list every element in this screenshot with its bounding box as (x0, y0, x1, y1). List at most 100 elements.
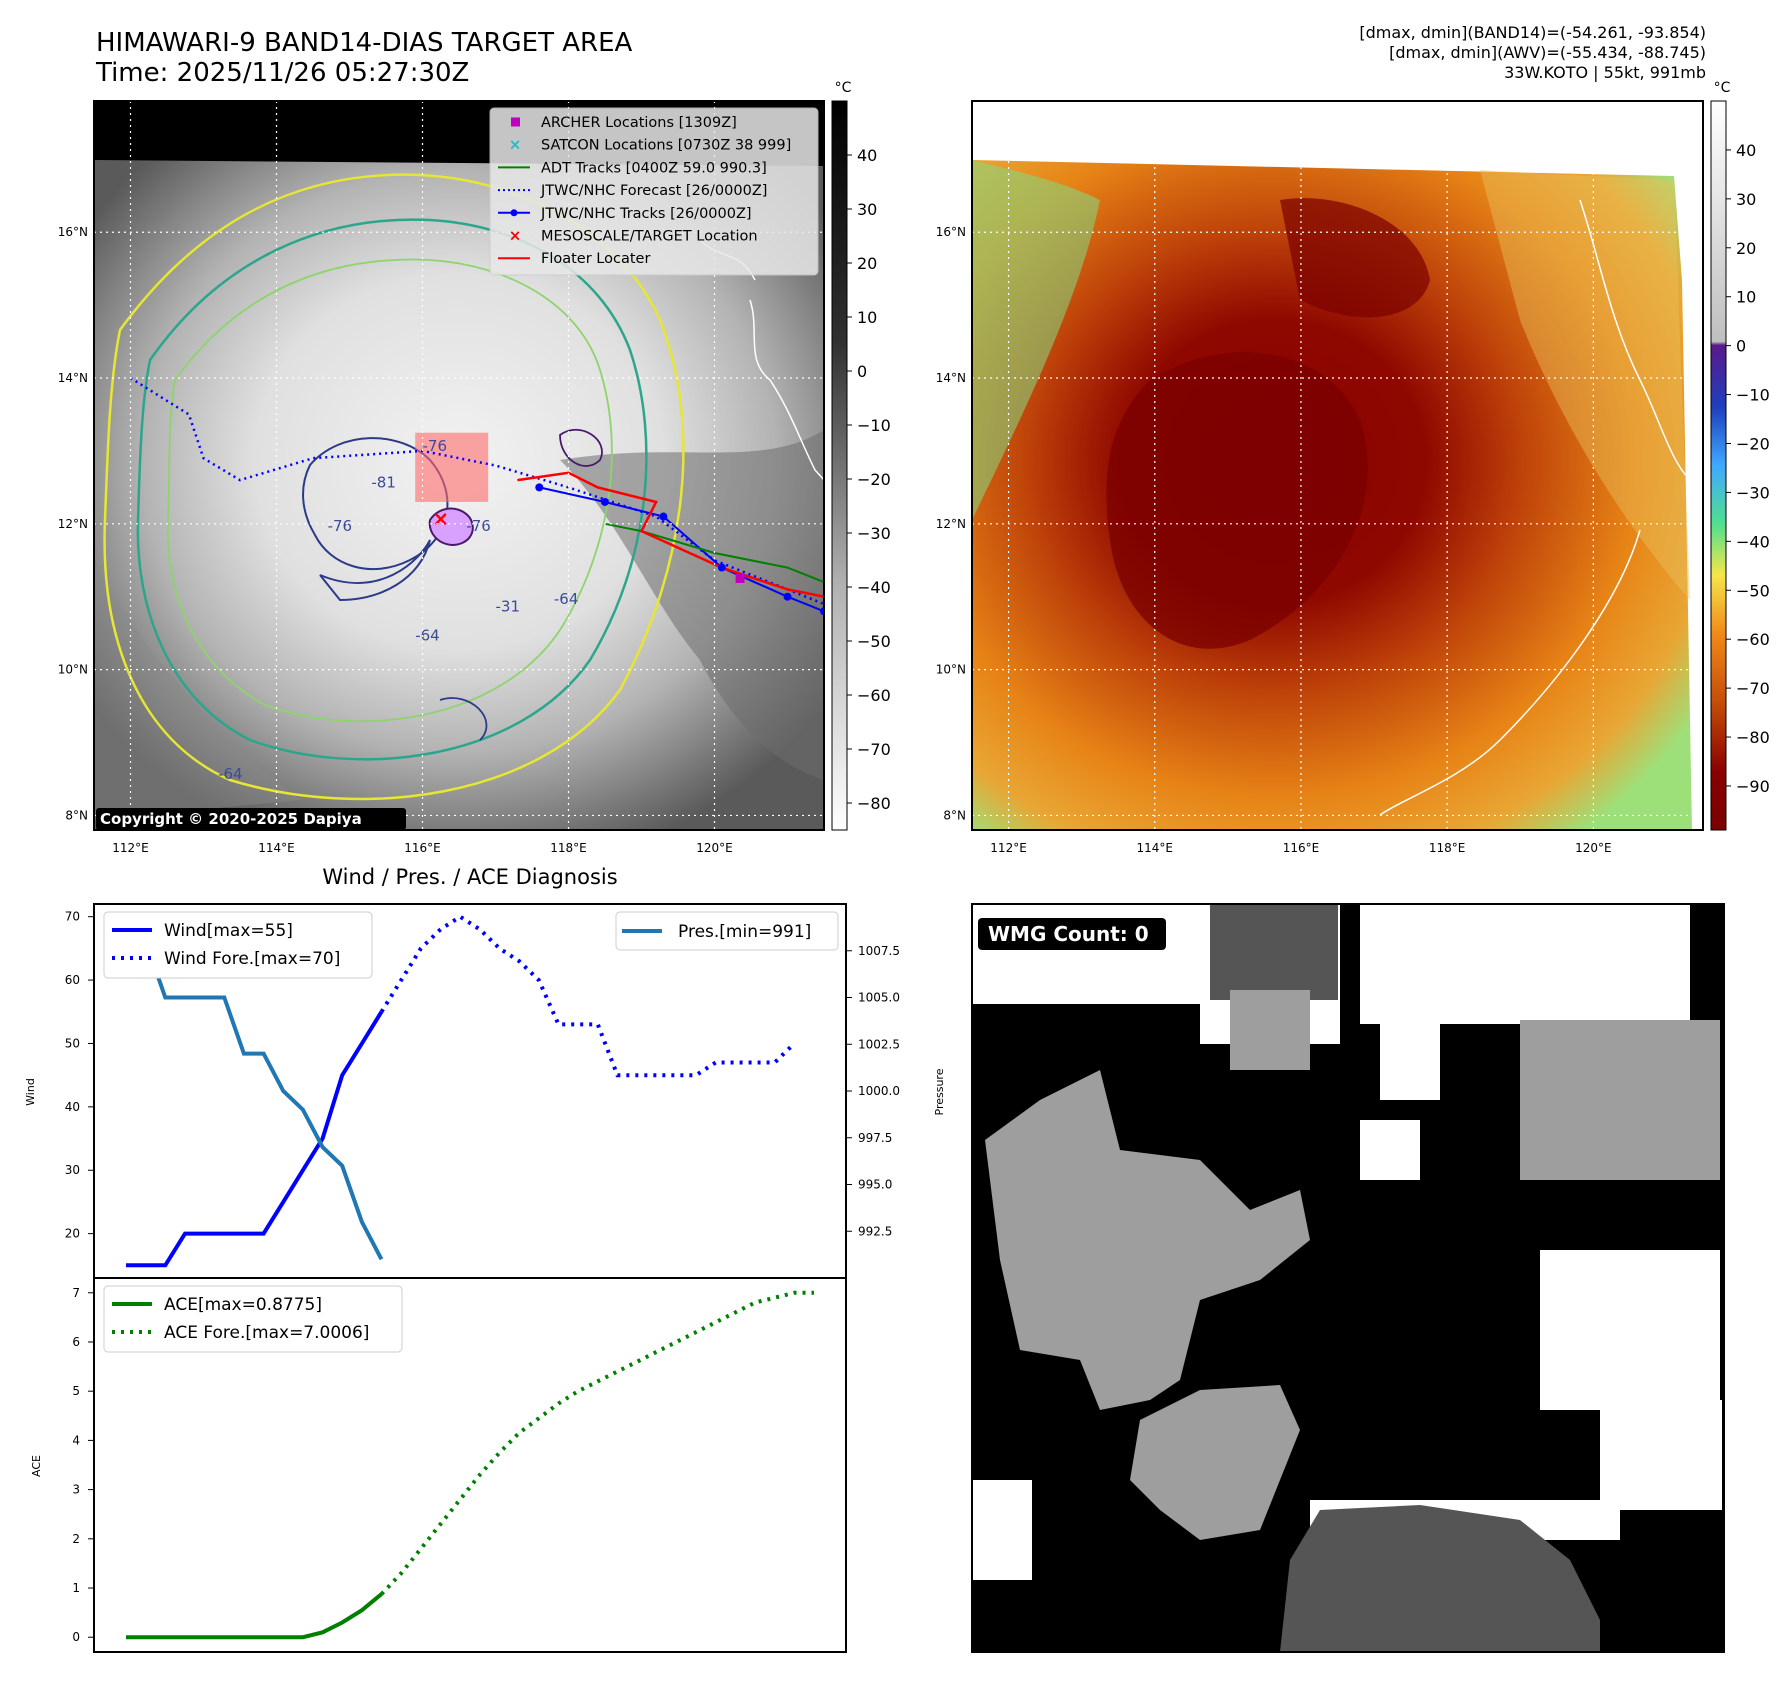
awv-dry-area-ne (1480, 170, 1690, 600)
copyright-text: Copyright © 2020-2025 Dapiya (100, 810, 362, 828)
awv-colorbar-tick-label: 40 (1736, 141, 1756, 160)
awv-cold-core (1106, 352, 1368, 649)
legend-dot-icon (510, 209, 518, 217)
ace-tick-label: 4 (72, 1433, 80, 1447)
jtwc-forecast-track (129, 376, 824, 606)
wmg-count-label: WMG Count: 0 (988, 922, 1149, 946)
ir-lat-tick-label: 8°N (65, 808, 88, 822)
awv-colorbar-unit: °C (1714, 80, 1731, 96)
awv-panel: 112°E 114°E 116°E 118°E 120°E 16°N 14°N 12°N 10 °… (936, 80, 1770, 855)
pressure-axis-label: Pressure (933, 1068, 946, 1115)
legend-item: ADT Tracks [0400Z 59.0 990.3] (498, 160, 767, 176)
ir-dark-band-sw (94, 560, 300, 820)
awv-lat-tick-label: 16°N (936, 225, 966, 239)
wmg-white-region-9 (1360, 1120, 1420, 1180)
ir-lat-tick-label: 16°N (58, 225, 88, 239)
wind-tick-label: 20 (65, 1227, 80, 1241)
ir-colorbar-tick-label: −20 (857, 470, 891, 489)
ace-chart: 0 1 2 3 4 5 6 7 ACE ACE[max=0.8775] ACE Fore.[m… (30, 1277, 847, 1653)
contour-label: -64 (218, 765, 243, 783)
ir-lon-tick-label: 114°E (258, 841, 295, 855)
ir-colorbar-tick-label: −50 (857, 632, 891, 651)
contour-label: -64 (415, 626, 440, 644)
wmg-dark-gray-region (1210, 904, 1338, 1000)
ir-lat-tick-label: 12°N (58, 517, 88, 531)
contour-label: -31 (496, 597, 521, 615)
awv-colorbar-tick-label: 0 (1736, 337, 1746, 356)
wind-legend-label: Wind[max=55] (164, 921, 293, 941)
target-location-marker: × (432, 507, 449, 531)
ir-lon-tick-label: 112°E (112, 841, 149, 855)
legend-label: MESOSCALE/TARGET Location (541, 229, 758, 245)
legend-x-icon: × (509, 136, 522, 154)
awv-colorbar-tick-label: −10 (1736, 386, 1770, 405)
legend-box (489, 107, 819, 276)
legend-item: × MESOSCALE/TARGET Location (509, 227, 758, 245)
wmg-white-region-8 (972, 1480, 1032, 1580)
contour-label: -76 (466, 517, 491, 535)
floater-box (415, 432, 489, 502)
ir-colorbar-tick-label: −10 (857, 416, 891, 435)
awv-colorbar-tick-label: −70 (1736, 679, 1770, 698)
awv-lon-tick-label: 116°E (1283, 841, 1320, 855)
wmg-white-region-5 (1540, 1250, 1720, 1410)
pressure-tick-label: 1005.0 (858, 991, 900, 1005)
ace-tick-label: 7 (72, 1286, 80, 1300)
pressure-legend (615, 911, 839, 951)
legend-label: JTWC/NHC Tracks [26/0000Z] (540, 206, 752, 222)
contour-label: -64 (554, 590, 579, 608)
archer-location-marker (735, 573, 745, 583)
ir-colorbar-tick-label: 10 (857, 308, 877, 327)
awv-lon-tick-label: 120°E (1575, 841, 1612, 855)
ir-lat-tick-label: 14°N (58, 371, 88, 385)
contour-label: -81 (371, 473, 396, 491)
contour-small (439, 697, 488, 741)
contour-label: -76 (328, 517, 353, 535)
awv-cold-cell (1280, 198, 1430, 318)
pressure-tick-label: 995.0 (858, 1178, 892, 1192)
wmg-panel: WMG Count: 0 (971, 903, 1725, 1653)
ir-colorbar (831, 100, 848, 831)
awv-colorbar-tick-label: 10 (1736, 288, 1756, 307)
ace-legend (103, 1285, 403, 1353)
awv-lat-tick-label: 12°N (936, 517, 966, 531)
wind-legend (103, 911, 373, 979)
wmg-gray-region-2 (1520, 1020, 1720, 1180)
awv-range-info: [dmax, dmin](AWV)=(-55.434, -88.745) (1389, 43, 1706, 62)
wind-tick-label: 30 (65, 1163, 80, 1177)
awv-colorbar-tick-label: −30 (1736, 483, 1770, 502)
ir-lat-tick-label: 10°N (58, 663, 88, 677)
awv-lat-tick-label: 8°N (943, 808, 966, 822)
series-line-wind (126, 1010, 384, 1268)
ir-frame (93, 100, 825, 831)
ir-colorbar-tick-label: 20 (857, 254, 877, 273)
legend-label: SATCON Locations [0730Z 38 999] (541, 138, 791, 154)
jtwc-track-point (783, 592, 792, 601)
awv-colorbar (1710, 100, 1727, 831)
wmg-frame (971, 903, 1725, 1653)
awv-colorbar-tick-label: 20 (1736, 239, 1756, 258)
ace-forecast-legend-label: ACE Fore.[max=7.0006] (164, 1323, 369, 1343)
awv-lat-tick-label: 14°N (936, 371, 966, 385)
awv-lon-tick-label: 114°E (1137, 841, 1174, 855)
legend-label: ARCHER Locations [1309Z] (541, 115, 737, 131)
ace-tick-label: 3 (72, 1483, 80, 1497)
jtwc-track-point (717, 563, 726, 572)
wind-axis-label: Wind (24, 1078, 37, 1106)
ir-panel: × -81 -76 -76 -64 -64 -76 -31 -64 ARCHER Locati… (58, 80, 891, 855)
ir-legend: ARCHER Locations [1309Z] × SATCON Location… (489, 107, 819, 276)
pressure-tick-label: 1002.5 (858, 1037, 900, 1051)
legend-square-icon (511, 117, 520, 127)
ir-lon-tick-label: 120°E (696, 841, 733, 855)
awv-colorbar-tick-label: −90 (1736, 777, 1770, 796)
awv-lon-tick-label: 112°E (990, 841, 1027, 855)
legend-item: × SATCON Locations [0730Z 38 999] (509, 136, 792, 154)
awv-lon-tick-label: 118°E (1429, 841, 1466, 855)
ir-colorbar-tick-label: −60 (857, 686, 891, 705)
ir-colorbar-tick-label: 30 (857, 200, 877, 219)
pressure-tick-label: 1000.0 (858, 1084, 900, 1098)
wmg-gray-region-1 (1230, 990, 1310, 1070)
awv-dry-area-nw (972, 160, 1100, 520)
awv-coastline (1379, 529, 1641, 816)
